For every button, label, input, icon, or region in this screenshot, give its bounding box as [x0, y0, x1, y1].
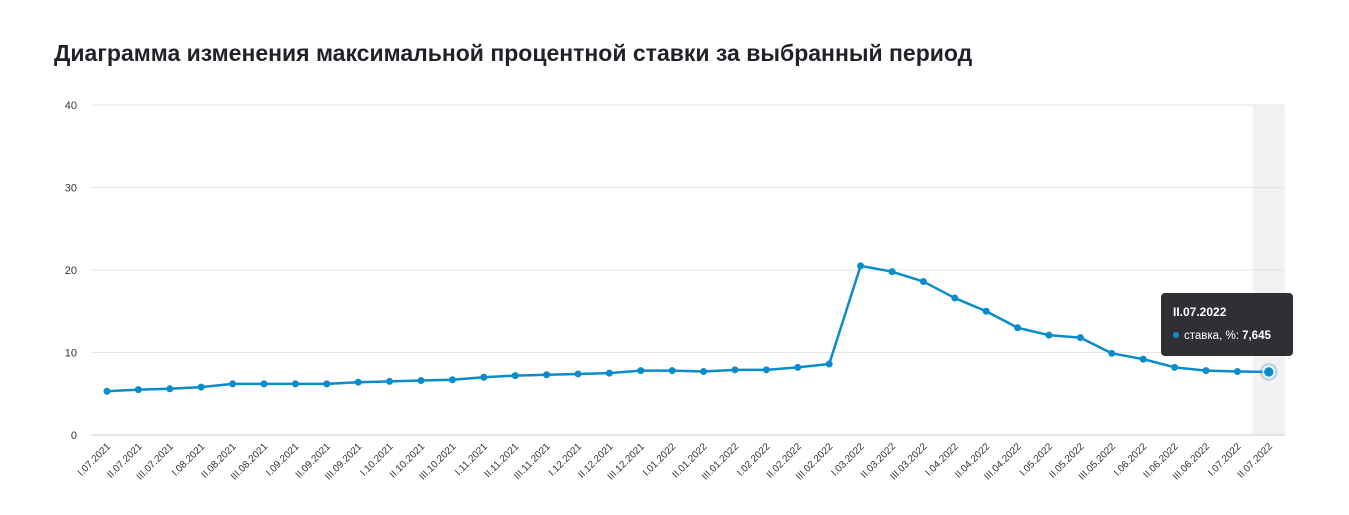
data-point[interactable]: [668, 367, 676, 375]
tooltip-series-dot: [1173, 332, 1179, 338]
data-point[interactable]: [1014, 324, 1022, 332]
data-point[interactable]: [229, 380, 237, 388]
data-point[interactable]: [574, 370, 582, 378]
x-tick-label: II.07.2022: [1236, 441, 1276, 481]
data-point[interactable]: [1233, 367, 1241, 375]
data-point[interactable]: [197, 383, 205, 391]
tooltip-series-label: ставка, %:: [1184, 330, 1239, 342]
data-point[interactable]: [700, 367, 708, 375]
data-point[interactable]: [103, 387, 111, 395]
chart-title: Диаграмма изменения максимальной процент…: [54, 40, 973, 66]
data-point[interactable]: [417, 377, 425, 385]
tooltip: II.07.2022 ставка, %: 7,645: [1161, 293, 1293, 356]
data-point[interactable]: [637, 367, 645, 375]
y-tick-label: 20: [65, 265, 77, 277]
data-point[interactable]: [857, 262, 865, 270]
data-point[interactable]: [951, 294, 959, 302]
data-point[interactable]: [543, 371, 551, 379]
y-tick-label: 10: [65, 348, 77, 360]
data-point[interactable]: [260, 380, 268, 388]
data-point[interactable]: [919, 278, 927, 286]
data-point[interactable]: [1045, 331, 1053, 339]
data-point-highlighted[interactable]: [1262, 365, 1276, 379]
data-point[interactable]: [354, 378, 362, 386]
data-point[interactable]: [1139, 355, 1147, 363]
data-point[interactable]: [323, 380, 331, 388]
tooltip-row: ставка, %: 7,645: [1173, 328, 1281, 344]
data-point[interactable]: [480, 373, 488, 381]
data-point[interactable]: [825, 360, 833, 368]
data-point[interactable]: [386, 377, 394, 385]
series-line-layer: [106, 264, 1269, 393]
data-point[interactable]: [605, 369, 613, 377]
y-tick-label: 40: [65, 100, 77, 112]
data-point[interactable]: [1171, 363, 1179, 371]
data-point[interactable]: [1076, 334, 1084, 342]
tooltip-value: 7,645: [1242, 330, 1271, 342]
data-point[interactable]: [888, 268, 896, 276]
data-point[interactable]: [291, 380, 299, 388]
data-point[interactable]: [982, 307, 990, 315]
series-line: [106, 264, 1269, 393]
data-point[interactable]: [166, 385, 174, 393]
data-point[interactable]: [511, 372, 519, 380]
grid-layer: [91, 104, 1285, 436]
data-point[interactable]: [1108, 349, 1116, 357]
y-axis-tick-labels: 0 10 20 30 40: [65, 100, 77, 442]
x-axis-tick-labels: I.07.2021II.07.2021III.07.2021I.08.2021I…: [76, 441, 1275, 483]
data-point[interactable]: [134, 386, 142, 394]
data-point[interactable]: [762, 366, 770, 374]
y-tick-label: 30: [65, 183, 77, 195]
data-point[interactable]: [1202, 367, 1210, 375]
tooltip-header: II.07.2022: [1173, 305, 1227, 319]
data-point[interactable]: [794, 363, 802, 371]
data-point[interactable]: [448, 376, 456, 384]
data-point[interactable]: [731, 366, 739, 374]
y-tick-label: 0: [71, 430, 77, 442]
series-points-layer: [103, 262, 1278, 395]
